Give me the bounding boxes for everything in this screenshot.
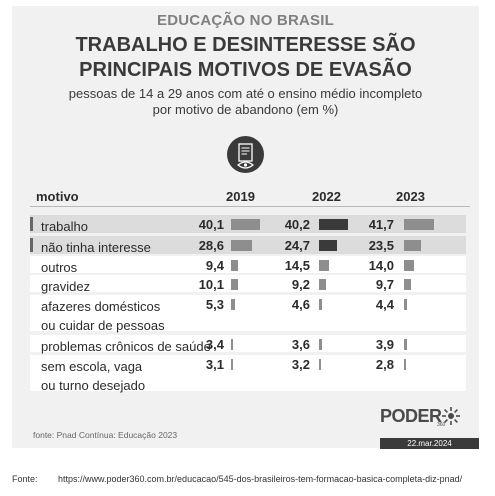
- bar-2019: [231, 260, 238, 271]
- chart-title: TRABALHO E DESINTERESSE SÃO PRINCIPAIS M…: [12, 33, 479, 83]
- row-label-line: ou cuidar de pessoas: [41, 318, 165, 333]
- bar-2022: [319, 339, 322, 350]
- bar-2019: [231, 299, 235, 310]
- row-marker: [30, 238, 33, 252]
- subtitle-line-1: pessoas de 14 a 29 anos com até o ensino…: [68, 86, 423, 101]
- bar-2023: [404, 339, 407, 350]
- bar-2019: [231, 279, 239, 290]
- data-label-2019: 3,4: [205, 337, 224, 352]
- data-label-2019: 40,1: [198, 217, 224, 232]
- bar-2022: [319, 299, 323, 310]
- row-label-line: outros: [41, 260, 78, 275]
- data-label-2022: 3,2: [291, 357, 310, 372]
- data-label-2022: 9,2: [291, 277, 310, 292]
- data-label-2022: 14,5: [284, 258, 310, 273]
- bar-2023: [404, 219, 434, 230]
- row-label-line: gravidez: [41, 279, 91, 294]
- bar-2019: [231, 359, 234, 370]
- data-label-2023: 14,0: [368, 258, 394, 273]
- bar-2019: [231, 240, 252, 251]
- data-label-2023: 23,5: [368, 238, 394, 253]
- column-header-2022: 2022: [312, 189, 341, 204]
- bar-2023: [404, 359, 406, 370]
- row-label: outros: [41, 258, 77, 277]
- bar-2019: [231, 219, 260, 230]
- row-label: afazeres domésticos ou cuidar de pessoas: [41, 297, 165, 335]
- chart-subtitle: pessoas de 14 a 29 anos com até o ensino…: [12, 86, 479, 118]
- document-eye-icon: [227, 136, 264, 173]
- infographic-card: EDUCAÇÃO NO BRASIL TRABALHO E DESINTERES…: [12, 6, 479, 449]
- row-marker: [30, 217, 33, 231]
- bar-2023: [404, 299, 408, 310]
- table-row: sem escola, vaga ou turno desejado 3,1 3,2 2…: [30, 355, 466, 393]
- data-label-2023: 4,4: [375, 297, 394, 312]
- table-row: gravidez 10,1 9,2 9,7: [30, 275, 466, 294]
- data-label-2023: 3,9: [375, 337, 394, 352]
- data-label-2023: 2,8: [375, 357, 394, 372]
- data-label-2023: 41,7: [368, 217, 394, 232]
- bar-2022: [319, 279, 326, 290]
- table-row: afazeres domésticos ou cuidar de pessoas 5…: [30, 295, 466, 333]
- source-note: fonte: Pnad Contínua: Educação 2023: [33, 430, 178, 440]
- data-label-2019: 9,4: [205, 258, 224, 273]
- data-label-2019: 3,1: [205, 357, 224, 372]
- row-label: trabalho: [41, 217, 88, 236]
- row-label: não tinha interesse: [41, 238, 151, 257]
- table-row: não tinha interesse 28,6 24,7 23,5: [30, 236, 466, 257]
- data-label-2022: 4,6: [291, 297, 310, 312]
- column-header-2019: 2019: [226, 189, 255, 204]
- subtitle-line-2: por motivo de abandono (em %): [152, 102, 339, 117]
- table-row: trabalho 40,1 40,2 41,7: [30, 215, 466, 236]
- brand-logo: PODER: [380, 406, 442, 427]
- column-header-2023: 2023: [396, 189, 425, 204]
- table-row: problemas crônicos de saúde 3,4 3,6 3,9: [30, 335, 466, 354]
- data-label-2019: 5,3: [205, 297, 224, 312]
- data-label-2022: 3,6: [291, 337, 310, 352]
- bar-2022: [319, 219, 348, 230]
- bar-2022: [319, 240, 337, 251]
- column-header-motivo: motivo: [36, 189, 79, 204]
- row-label: problemas crônicos de saúde: [41, 337, 211, 356]
- brand-sun-icon: [442, 407, 460, 425]
- row-label-line: ou turno desejado: [41, 378, 146, 393]
- header-divider: [30, 206, 470, 207]
- data-label-2022: 24,7: [284, 238, 310, 253]
- data-table: motivo 2019 2022 2023 trabalho 40,1 40,2 41…: [12, 6, 479, 448]
- row-label: sem escola, vaga ou turno desejado: [41, 357, 145, 395]
- bar-2023: [404, 240, 421, 251]
- data-label-2019: 28,6: [198, 238, 224, 253]
- brand-name: PODER: [380, 406, 442, 426]
- footer-label: Fonte:: [12, 474, 38, 484]
- row-label-line: sem escola, vaga: [41, 359, 143, 374]
- bar-2023: [404, 279, 411, 290]
- footer-source-link[interactable]: https://www.poder360.com.br/educacao/545…: [58, 474, 463, 484]
- bar-2023: [404, 260, 415, 271]
- row-label-line: trabalho: [41, 219, 88, 234]
- bar-2022: [319, 359, 322, 370]
- table-row: outros 9,4 14,5 14,0: [30, 256, 466, 275]
- publish-date: 22.mar.2024: [380, 438, 479, 449]
- bar-2022: [319, 260, 330, 271]
- bar-2019: [231, 339, 234, 350]
- row-label-line: afazeres domésticos: [41, 299, 161, 314]
- data-label-2022: 40,2: [284, 217, 310, 232]
- row-label-line: não tinha interesse: [41, 240, 151, 255]
- title-line-2: PRINCIPAIS MOTIVOS DE EVASÃO: [79, 59, 412, 81]
- kicker: EDUCAÇÃO NO BRASIL: [157, 12, 334, 29]
- row-label-line: problemas crônicos de saúde: [41, 339, 211, 354]
- brand-number: 360: [437, 422, 446, 428]
- data-label-2023: 9,7: [375, 277, 394, 292]
- title-line-1: TRABALHO E DESINTERESSE SÃO: [75, 34, 416, 56]
- row-label: gravidez: [41, 277, 90, 296]
- data-label-2019: 10,1: [198, 277, 224, 292]
